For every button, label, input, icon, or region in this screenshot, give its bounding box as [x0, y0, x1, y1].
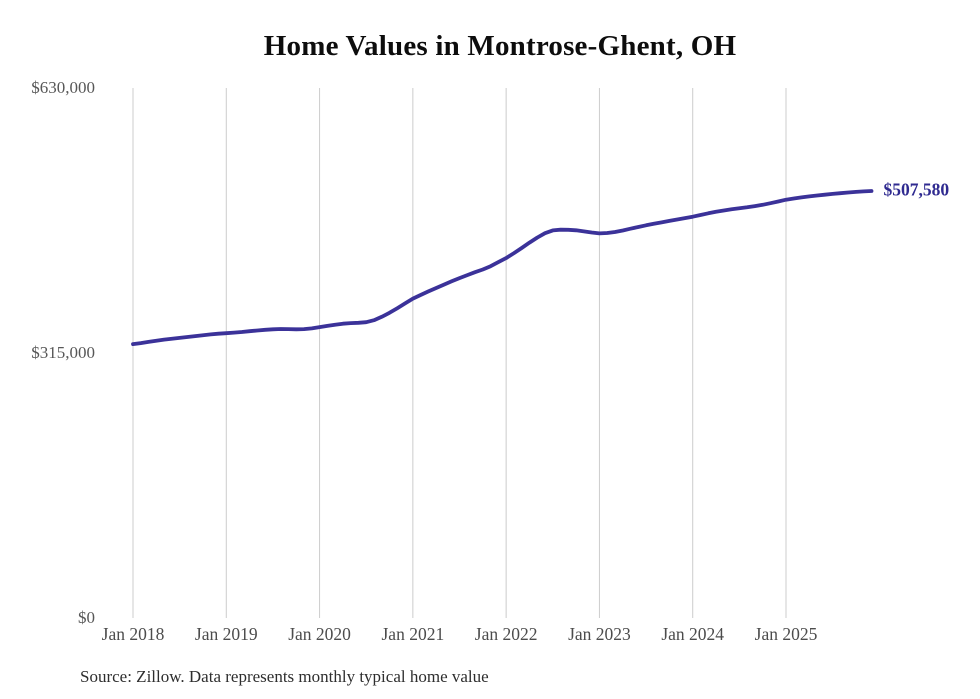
- x-tick-label: Jan 2025: [754, 624, 818, 644]
- x-tick-label: Jan 2018: [101, 624, 165, 644]
- y-tick-label: $315,000: [31, 343, 95, 362]
- chart-title: Home Values in Montrose-Ghent, OH: [263, 30, 737, 62]
- home-value-line: [131, 189, 874, 346]
- x-tick-label: Jan 2023: [568, 624, 631, 644]
- x-tick-label: Jan 2024: [661, 624, 725, 644]
- x-tick-label: Jan 2019: [194, 624, 258, 644]
- vertical-gridlines: [132, 88, 787, 618]
- x-tick-label: Jan 2020: [288, 624, 351, 644]
- x-tick-label: Jan 2021: [381, 624, 445, 644]
- y-tick-label: $630,000: [31, 78, 95, 97]
- x-tick-label: Jan 2022: [474, 624, 538, 644]
- source-note: Source: Zillow. Data represents monthly …: [80, 667, 489, 686]
- y-tick-label: $0: [78, 608, 95, 627]
- end-value-label: $507,580: [883, 179, 950, 200]
